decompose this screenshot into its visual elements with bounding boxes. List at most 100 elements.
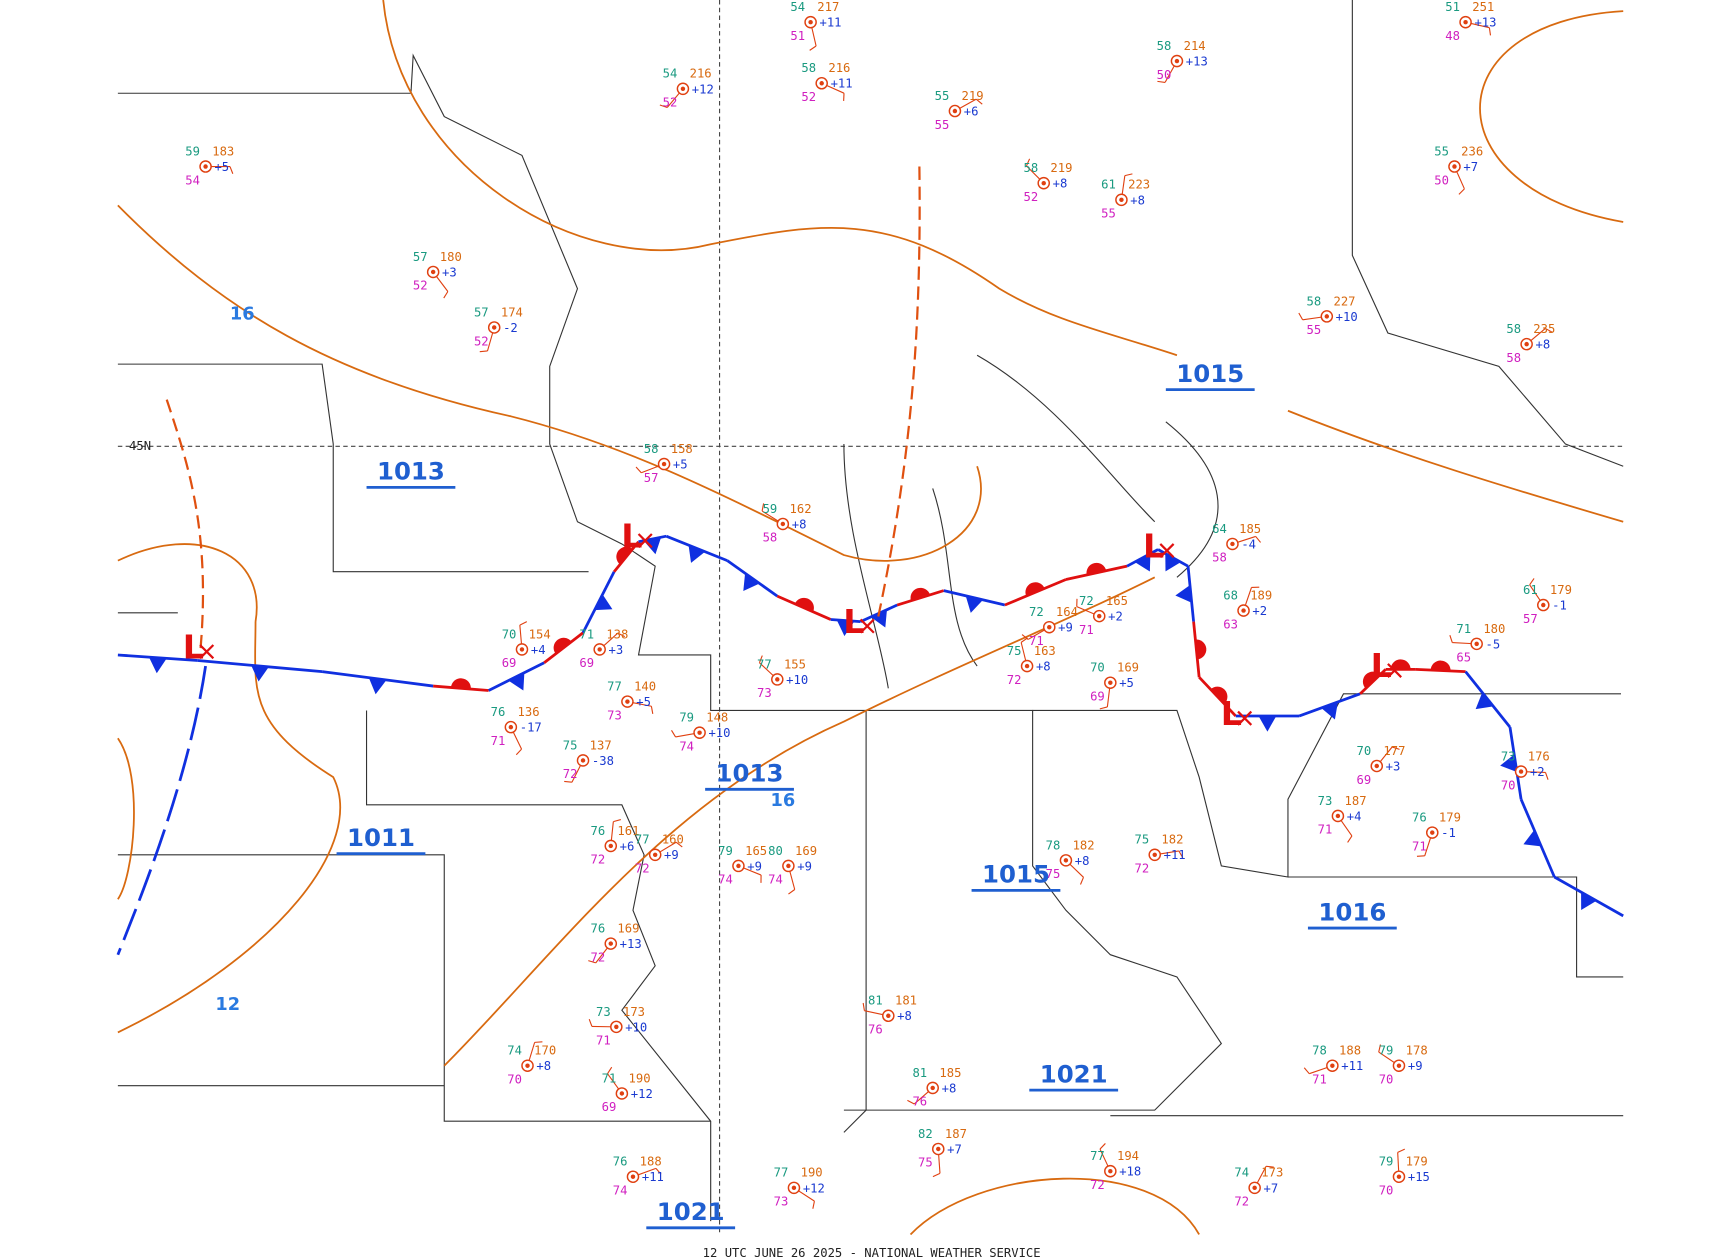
wind-barb-feather xyxy=(479,350,488,353)
pressure: 235 xyxy=(1533,322,1555,336)
station-dot xyxy=(430,269,436,275)
wind-barb-feather xyxy=(1397,1148,1406,1153)
pressure-center: 1021 xyxy=(657,1197,725,1226)
pressure: 179 xyxy=(1550,583,1572,597)
warm-front-symbol xyxy=(1195,639,1207,660)
station-dot xyxy=(791,1185,797,1191)
temperature: 70 xyxy=(1357,744,1372,758)
wind-barb-feather xyxy=(635,466,642,474)
pressure: 137 xyxy=(590,738,612,752)
temperature: 72 xyxy=(1029,605,1044,619)
low-x xyxy=(199,644,215,660)
station-dot xyxy=(1463,19,1468,25)
dewpoint: 69 xyxy=(602,1100,617,1114)
temperature: 77 xyxy=(1090,1149,1105,1163)
pressure: 182 xyxy=(1073,838,1095,852)
tendency: -17 xyxy=(520,721,542,735)
pressure: 163 xyxy=(1034,644,1056,658)
dewpoint: 73 xyxy=(757,686,772,700)
tendency: +10 xyxy=(786,673,808,687)
tendency: +15 xyxy=(1408,1170,1430,1184)
station-dot xyxy=(780,521,786,527)
pressure: 214 xyxy=(1184,39,1206,53)
station-dot xyxy=(608,941,613,946)
station-dot xyxy=(1119,197,1124,203)
tendency: +8 xyxy=(1053,177,1068,191)
dewpoint: 52 xyxy=(663,96,678,110)
dewpoint: 58 xyxy=(1212,551,1227,565)
station-dot xyxy=(1108,680,1113,685)
state-border xyxy=(117,854,711,1122)
wind-barb-feather xyxy=(812,1201,815,1209)
tendency: +5 xyxy=(636,695,651,709)
warm-front-symbol xyxy=(910,587,931,601)
wind-barb-feather xyxy=(613,819,621,823)
cold-front-symbol xyxy=(1500,754,1517,772)
cold-front-symbol xyxy=(836,619,855,637)
tendency: +13 xyxy=(620,937,642,951)
cold-front-symbol xyxy=(368,677,387,695)
dewpoint: 72 xyxy=(591,853,606,867)
dewpoint: 74 xyxy=(679,739,694,753)
temperature: 61 xyxy=(1523,583,1538,597)
wind-barb-feather xyxy=(1255,536,1262,543)
dewpoint: 58 xyxy=(763,531,778,545)
tendency: +6 xyxy=(620,839,635,853)
wind-barb-feather xyxy=(975,98,983,105)
cold-front-symbol xyxy=(965,595,983,613)
tendency: +11 xyxy=(1164,848,1186,862)
temperature: 75 xyxy=(1007,644,1022,658)
wind-barb-feather xyxy=(534,1041,543,1043)
wind-barb-feather xyxy=(1157,80,1166,83)
pressure: 148 xyxy=(706,711,728,725)
pressure: 216 xyxy=(828,61,850,75)
pressure: 216 xyxy=(690,67,712,81)
dewpoint: 72 xyxy=(1007,673,1022,687)
pressure: 223 xyxy=(1128,178,1150,192)
station-dot xyxy=(775,677,780,682)
tendency: -2 xyxy=(503,321,518,335)
tendency: +10 xyxy=(1336,310,1358,324)
tendency: +11 xyxy=(1341,1059,1363,1073)
temperature: 73 xyxy=(1501,749,1516,763)
temperature: 71 xyxy=(602,1071,617,1085)
temperature: 82 xyxy=(918,1127,933,1141)
dewpoint: 73 xyxy=(774,1195,789,1209)
pressure: 187 xyxy=(945,1127,967,1141)
temperature: 76 xyxy=(591,824,606,838)
cold-front-symbol xyxy=(1165,553,1181,572)
warm-front-symbol xyxy=(1025,582,1045,597)
wind-barb-feather xyxy=(1347,835,1353,843)
fronts xyxy=(116,166,1624,956)
pressure: 138 xyxy=(606,627,628,641)
station-dot xyxy=(1241,608,1246,613)
wind-barb-feather xyxy=(907,1099,915,1105)
wind-barb-feather xyxy=(1025,158,1031,167)
tendency: +5 xyxy=(673,457,688,471)
pressure: 185 xyxy=(1239,522,1261,536)
footer: 12 UTC JUNE 26 2025 - NATIONAL WEATHER S… xyxy=(703,1246,1041,1260)
tendency: +11 xyxy=(642,1170,664,1184)
dewpoint: 57 xyxy=(1523,612,1538,626)
dewpoint: 52 xyxy=(801,90,816,104)
dewpoint: 71 xyxy=(596,1034,611,1048)
pressure: 194 xyxy=(1117,1149,1139,1163)
temperature: 79 xyxy=(1379,1155,1394,1169)
station-dot xyxy=(1374,763,1379,769)
wind-barb-feather xyxy=(1178,850,1184,858)
tendency: +10 xyxy=(708,726,730,740)
wind-barb-feather xyxy=(1020,637,1028,643)
temperature: 57 xyxy=(474,305,489,319)
wind-barb-feather xyxy=(1079,877,1085,885)
temperature: 76 xyxy=(1412,810,1427,824)
wind-barb-feather xyxy=(761,503,765,512)
tendency: +8 xyxy=(897,1009,912,1023)
tendency: +11 xyxy=(819,16,841,30)
tendency: +13 xyxy=(1474,16,1496,30)
wind-barb-feather xyxy=(655,1168,662,1175)
warm-front-symbol xyxy=(1210,686,1228,704)
dewpoint: 50 xyxy=(1157,68,1172,82)
dewpoint: 75 xyxy=(1046,867,1061,881)
dewpoint: 76 xyxy=(912,1095,927,1109)
